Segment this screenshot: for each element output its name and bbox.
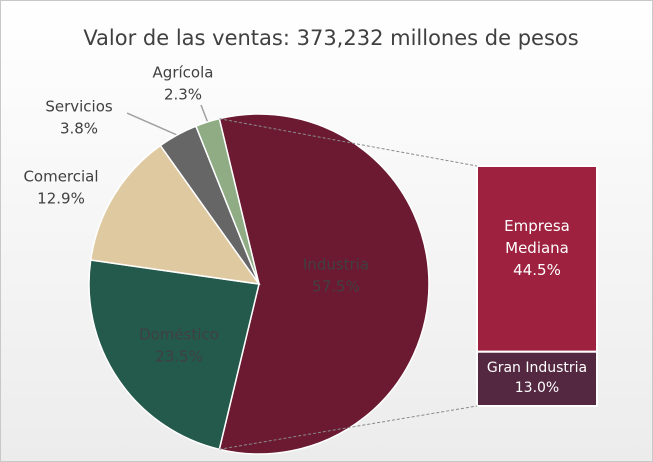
pie-slice — [194, 117, 260, 285]
slice-label: Doméstico — [139, 326, 219, 344]
pie-slice — [88, 259, 260, 451]
breakdown-value: 13.0% — [514, 379, 560, 396]
breakdown-label: Gran Industria — [486, 359, 588, 376]
breakdown-label: Empresa Mediana — [504, 216, 570, 257]
chart-title: Valor de las ventas: 373,232 millones de… — [83, 26, 578, 50]
slice-value: 12.9% — [37, 190, 85, 208]
connector — [219, 405, 478, 450]
pie-slice — [218, 113, 430, 455]
leader-line — [126, 112, 178, 136]
leader-line — [200, 104, 209, 124]
breakdown-bar — [476, 350, 598, 408]
breakdown-value: 44.5% — [513, 260, 561, 279]
slice-value: 57.5% — [312, 278, 360, 296]
connector — [219, 118, 478, 167]
slice-value: 3.8% — [60, 120, 98, 138]
slice-label: Comercial — [23, 168, 98, 186]
slice-label: Industria — [303, 256, 369, 274]
breakdown-bar — [476, 165, 598, 353]
slice-value: 23.5% — [155, 348, 203, 366]
slice-label: Servicios — [45, 98, 113, 116]
slice-label: Agrícola — [153, 64, 214, 82]
pie-slice — [89, 144, 261, 285]
slice-value: 2.3% — [164, 86, 202, 104]
